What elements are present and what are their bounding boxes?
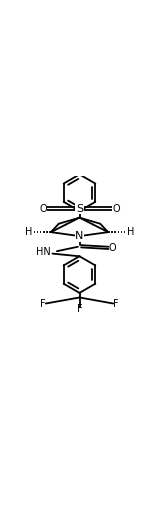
Text: N: N (75, 231, 84, 241)
Text: HN: HN (36, 247, 51, 257)
Text: H: H (25, 227, 32, 237)
Text: O: O (39, 204, 47, 214)
Text: F: F (113, 299, 119, 309)
Text: H: H (127, 227, 134, 237)
Text: S: S (76, 204, 83, 214)
Text: F: F (77, 304, 82, 314)
Text: O: O (108, 243, 116, 253)
Text: O: O (112, 204, 120, 214)
Text: F: F (40, 299, 46, 309)
